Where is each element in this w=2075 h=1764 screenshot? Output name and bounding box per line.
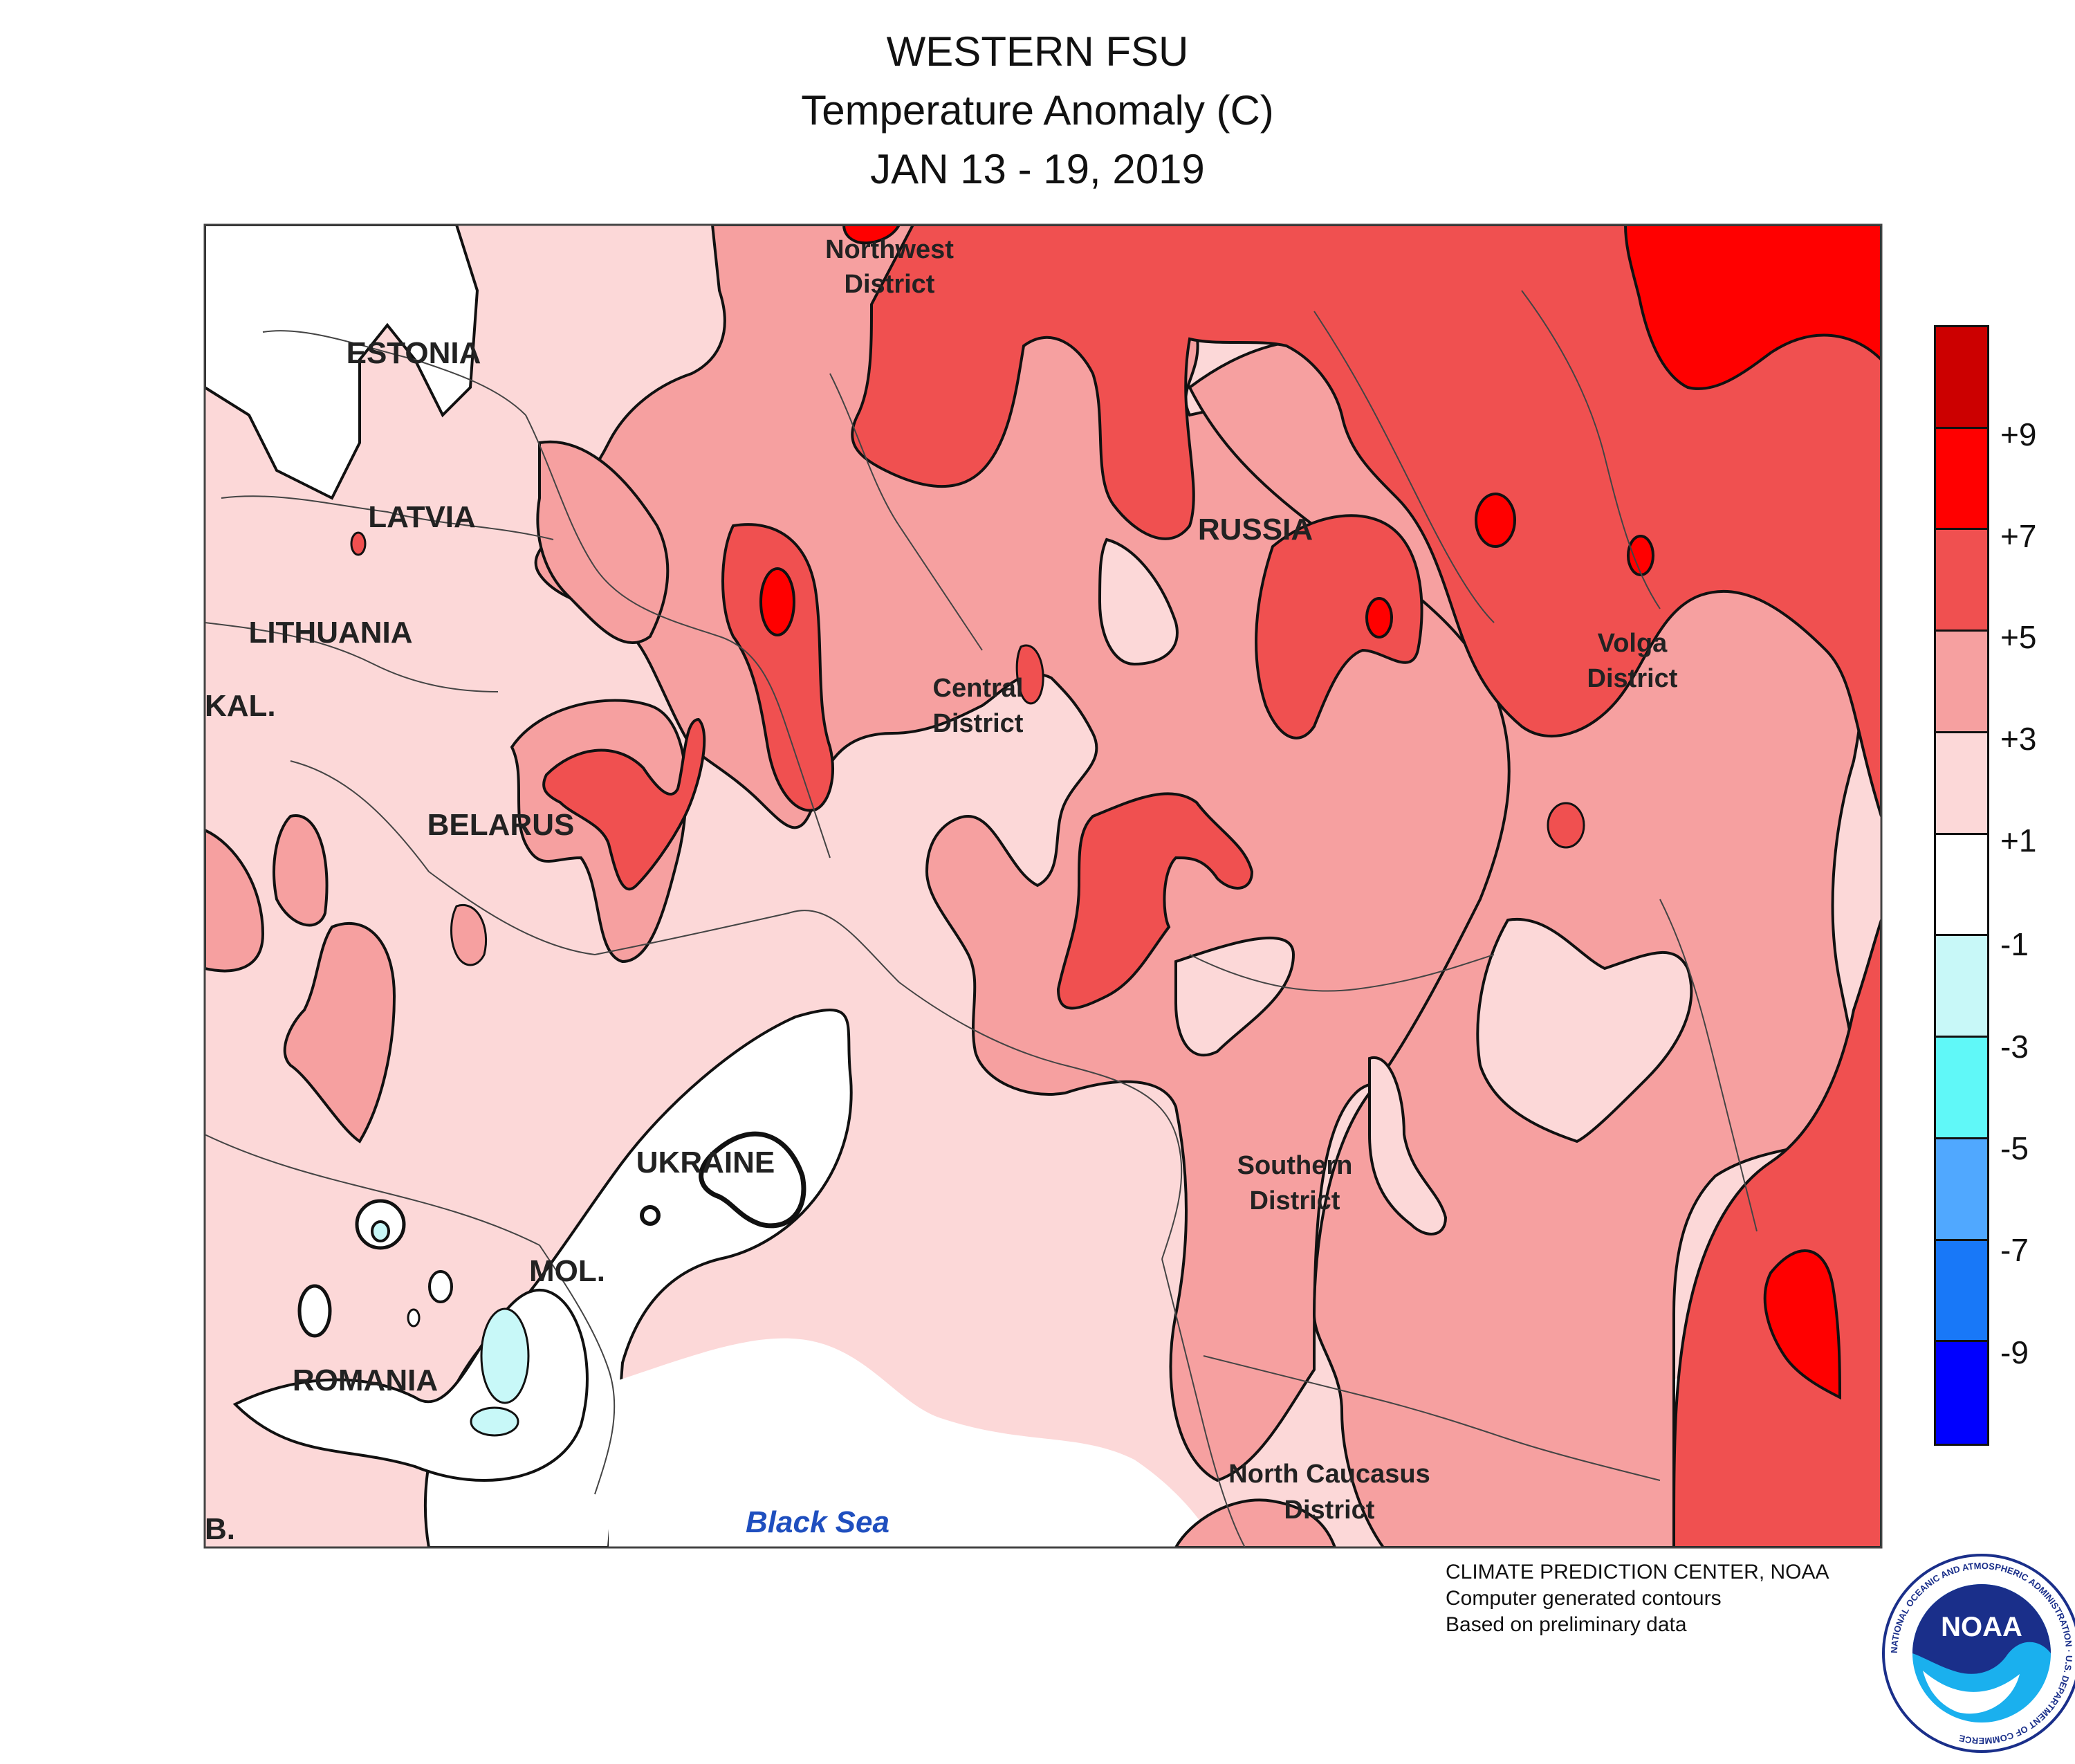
anomaly-contour-ukraine-dot <box>640 1205 661 1226</box>
noaa-logo: NATIONAL OCEANIC AND ATMOSPHERIC ADMINIS… <box>1882 1554 2075 1753</box>
anomaly-zone-5-7-small <box>1015 644 1044 705</box>
credit-line-1: CLIMATE PREDICTION CENTER, NOAA <box>1446 1561 1829 1583</box>
label-romania: ROMANIA <box>293 1363 438 1397</box>
anomaly-zone-5-7-moscow-east <box>1255 514 1423 739</box>
anomaly-zone-7-9-top <box>842 225 901 245</box>
label-estonia: ESTONIA <box>347 336 481 370</box>
label-bulgaria: B. <box>205 1512 235 1546</box>
label-north-caucasus-district-2: District <box>1284 1496 1375 1525</box>
label-russia: RUSSIA <box>1198 513 1313 546</box>
anomaly-contour-romania-2 <box>297 1284 332 1338</box>
map-field <box>205 225 1881 1547</box>
anomaly-zone-1-3-central <box>1098 538 1179 666</box>
label-latvia: LATVIA <box>368 500 476 534</box>
logo-bird <box>1923 1671 2020 1714</box>
anomaly-contour-romania-4 <box>407 1308 421 1327</box>
label-kaliningrad: KAL. <box>205 689 276 723</box>
legend-swatch-7 <box>1936 1038 1987 1139</box>
anomaly-zone-romania-cold-small <box>470 1406 519 1437</box>
legend-swatch-9 <box>1936 1240 1987 1343</box>
label-volga-district-1: Volga <box>1598 629 1668 658</box>
credit-line-2: Computer generated contours <box>1446 1587 1722 1610</box>
label-moldova: MOL. <box>529 1254 605 1288</box>
anomaly-zone-5-7-northeast <box>851 225 1881 817</box>
anomaly-zone-5-7-spot <box>1547 802 1585 849</box>
anomaly-zone-1-3-southeast <box>1476 917 1693 1143</box>
legend-label-plus3: +3 <box>2000 721 2037 757</box>
title-date-range: JAN 13 - 19, 2019 <box>870 146 1205 192</box>
anomaly-zone-3-5-west-edge <box>205 828 265 973</box>
label-belarus: BELARUS <box>427 808 575 842</box>
label-southern-district-2: District <box>1250 1186 1340 1215</box>
legend-label-minus9: -9 <box>2000 1334 2029 1370</box>
anomaly-zone-3-5-ukraine-west <box>283 922 396 1143</box>
credit-line-3: Based on preliminary data <box>1446 1613 1687 1636</box>
legend-label-plus9: +9 <box>2000 416 2037 452</box>
legend-label-plus7: +7 <box>2000 518 2037 554</box>
legend-swatch-8 <box>1936 1139 1987 1241</box>
anomaly-contour-ukraine-inner <box>699 1131 806 1229</box>
anomaly-zone-1-3-volgograd <box>1368 1056 1448 1235</box>
label-southern-district-1: Southern <box>1237 1151 1353 1180</box>
legend-swatch-4 <box>1936 733 1987 835</box>
label-central-district-2: District <box>933 709 1024 738</box>
legend-color-bar <box>1934 325 1989 1446</box>
legend-label-plus5: +5 <box>2000 619 2037 655</box>
anomaly-zone-romania-cold <box>480 1307 530 1404</box>
legend-swatch-3 <box>1936 632 1987 733</box>
anomaly-zone-3-5-caucasus <box>1174 1498 1337 1547</box>
anomaly-contour-romania-3 <box>428 1270 453 1303</box>
anomaly-zone-estonia-white <box>205 225 479 500</box>
legend-swatch-1 <box>1936 428 1987 531</box>
anomaly-contour-romania-1b <box>371 1220 390 1242</box>
legend-swatch-10 <box>1936 1342 1987 1444</box>
legend-swatch-5 <box>1936 834 1987 937</box>
anomaly-zone-7-9-southeast <box>1763 1249 1842 1400</box>
title-region: WESTERN FSU <box>886 28 1189 75</box>
legend-swatch-0 <box>1936 327 1987 429</box>
anomaly-zone-7-9-belarus <box>759 567 795 636</box>
anomaly-zone-7-9-volga-1 <box>1475 493 1516 548</box>
anomaly-zone-5-7-central <box>721 523 834 812</box>
legend-label-plus1: +1 <box>2000 823 2037 858</box>
anomaly-zone-5-7-central-south <box>1056 792 1254 1010</box>
label-north-caucasus-district-1: North Caucasus <box>1228 1460 1430 1489</box>
map-frame <box>203 223 1883 1549</box>
legend-label-minus7: -7 <box>2000 1232 2029 1268</box>
logo-text: NOAA <box>1941 1612 2022 1642</box>
legend-label-minus1: -1 <box>2000 926 2029 962</box>
logo-top-shape <box>1912 1584 2051 1674</box>
legend-label-minus5: -5 <box>2000 1130 2029 1166</box>
anomaly-zone-blacksea-white <box>609 1338 1217 1547</box>
country-borders <box>205 290 1758 1547</box>
label-northwest-district-2: District <box>845 270 935 299</box>
anomaly-zone-7-9-northeast <box>1623 225 1881 390</box>
label-black-sea: Black Sea <box>746 1505 889 1539</box>
label-northwest-district-1: Northwest <box>825 235 954 264</box>
map-labels: Northwest District ESTONIA LATVIA LITHUA… <box>205 235 1678 1546</box>
anomaly-zone-3-5-lithuania <box>273 814 329 927</box>
anomaly-zone-7-9-volga-2 <box>1627 535 1654 576</box>
anomaly-zone-5-7-belarus <box>542 717 706 891</box>
label-volga-district-2: District <box>1587 664 1678 693</box>
title-variable: Temperature Anomaly (C) <box>801 87 1274 134</box>
anomaly-zone-5-7-dot <box>350 531 367 556</box>
label-central-district-1: Central <box>933 674 1024 703</box>
anomaly-zone-3-5-small <box>450 903 488 966</box>
anomaly-zone-7-9-moscow <box>1365 597 1393 638</box>
anomaly-zone-3-5-belarus-east <box>536 440 670 645</box>
label-lithuania: LITHUANIA <box>248 616 412 650</box>
legend-swatch-2 <box>1936 530 1987 632</box>
legend-swatch-6 <box>1936 936 1987 1038</box>
legend-label-minus3: -3 <box>2000 1029 2029 1065</box>
anomaly-zone-1-3-don <box>1174 936 1295 1057</box>
label-ukraine: UKRAINE <box>636 1146 775 1179</box>
